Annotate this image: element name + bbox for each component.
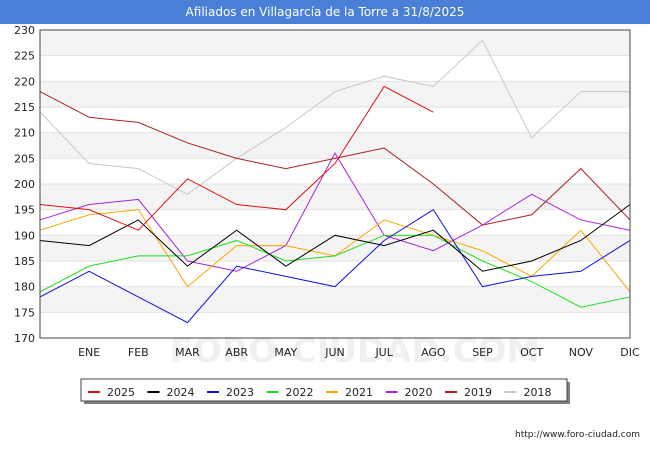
x-tick-label: MAY (274, 346, 297, 359)
legend-label-2023: 2023 (226, 386, 254, 399)
y-tick-label: 220 (14, 75, 35, 88)
legend-label-2024: 2024 (167, 386, 195, 399)
y-axis: 170 175 180 185 190 195 200 205 210 215 220 225 230 (14, 24, 35, 345)
x-tick-label: ABR (225, 346, 248, 359)
y-tick-label: 180 (14, 281, 35, 294)
series-line-2025 (39, 85, 434, 231)
grid-band (40, 55, 630, 82)
source-credit: http://www.foro-ciudad.com (515, 430, 640, 440)
grid-band (40, 312, 630, 338)
chart-title: Afiliados en Villagarcía de la Torre a 3… (0, 0, 650, 24)
x-tick-label: FEB (128, 346, 149, 359)
y-tick-label: 210 (14, 127, 35, 140)
grid-band (40, 107, 630, 133)
legend-label-2022: 2022 (286, 386, 314, 399)
series-lines (39, 39, 631, 324)
y-tick-label: 185 (14, 255, 35, 268)
legend-box (80, 378, 568, 402)
y-tick-label: 230 (14, 24, 35, 37)
x-tick-label: ENE (78, 346, 100, 359)
legend-label-2018: 2018 (524, 386, 552, 399)
legend-label-2020: 2020 (405, 386, 433, 399)
series-line-2024 (39, 204, 631, 272)
legend-label-2025: 2025 (107, 386, 135, 399)
y-tick-label: 195 (14, 204, 35, 217)
series-line-2023 (39, 208, 631, 324)
plot-frame (39, 29, 631, 339)
x-tick-label: AGO (421, 346, 446, 359)
plot-background (40, 30, 630, 338)
x-tick-label: SEP (472, 346, 493, 359)
x-tick-label: DIC (620, 346, 640, 359)
legend: 2025 2024 2023 2022 2021 2020 2019 2018 (80, 378, 570, 404)
grid-band (40, 235, 630, 261)
grid-band (40, 209, 630, 236)
grid-band (40, 158, 630, 184)
grid-band (40, 184, 630, 210)
x-axis: ENE FEB MAR ABR MAY JUN JUL AGO SEP OCT NOV DIC (78, 346, 640, 359)
y-tick-label: 215 (14, 101, 35, 114)
grid-band (40, 261, 630, 287)
x-tick-label: MAR (175, 346, 200, 359)
y-tick-label: 175 (14, 306, 35, 319)
series-line-2020 (39, 152, 631, 272)
grid-band (40, 30, 630, 56)
y-tick-label: 205 (14, 152, 35, 165)
y-tick-label: 200 (14, 178, 35, 191)
y-tick-label: 170 (14, 332, 35, 345)
x-tick-label: OCT (520, 346, 543, 359)
y-tick-label: 190 (14, 229, 35, 242)
series-line-2018 (39, 39, 630, 195)
grid-band (40, 81, 630, 107)
x-tick-label: JUL (374, 346, 393, 359)
y-tick-label: 225 (14, 50, 35, 63)
legend-label-2021: 2021 (345, 386, 373, 399)
legend-label-2019: 2019 (464, 386, 492, 399)
grid-band (40, 132, 630, 159)
x-tick-label: JUN (324, 346, 345, 359)
series-line-2022 (39, 234, 631, 308)
grid-band (40, 286, 630, 313)
series-line-2019 (39, 91, 631, 226)
x-tick-label: NOV (569, 346, 594, 359)
